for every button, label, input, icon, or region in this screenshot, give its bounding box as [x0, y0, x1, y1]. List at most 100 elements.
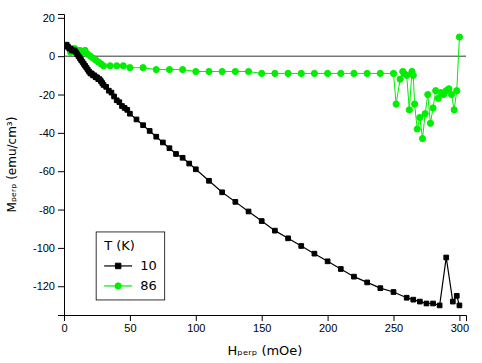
data-point [397, 76, 403, 82]
data-point [418, 299, 423, 304]
x-tick-mark [328, 315, 329, 321]
data-point [456, 34, 462, 40]
chart: 050100150200250300200-20-40-60-80-100-12… [0, 0, 482, 363]
x-axis-title: Hₚₑᵣₚ (mOe) [228, 343, 303, 358]
legend: T (K) 10 86 [96, 232, 165, 300]
data-point [410, 72, 416, 78]
x-tick-label: 150 [253, 322, 271, 334]
series-line [71, 37, 460, 139]
series [64, 42, 462, 307]
data-point [325, 70, 331, 76]
data-point [377, 70, 383, 76]
legend-title: T (K) [103, 238, 135, 253]
y-tick: -80 [39, 204, 64, 216]
data-point [272, 70, 278, 76]
plot-area: 050100150200250300200-20-40-60-80-100-12… [33, 12, 469, 334]
data-point [167, 146, 172, 151]
data-point [259, 70, 265, 76]
data-point [141, 123, 146, 128]
x-tick: 300 [451, 315, 469, 334]
data-point [193, 68, 199, 74]
data-point [245, 68, 251, 74]
series [68, 34, 463, 142]
data-point [454, 293, 459, 298]
y-tick-mark [58, 171, 64, 172]
data-point [425, 91, 431, 97]
data-point [454, 88, 460, 94]
data-point [174, 152, 179, 157]
data-point [219, 68, 225, 74]
data-point [193, 167, 198, 172]
data-point [364, 70, 370, 76]
x-tick: 0 [61, 315, 67, 334]
data-point [378, 286, 383, 291]
legend-marker [115, 263, 120, 268]
data-point [220, 190, 225, 195]
data-point [161, 140, 166, 145]
data-point [246, 209, 251, 214]
data-point [127, 65, 133, 71]
data-point [233, 200, 238, 205]
data-point [427, 120, 433, 126]
data-point [206, 68, 212, 74]
y-tick-label: 20 [43, 12, 55, 24]
data-point [154, 134, 159, 139]
y-tick-label: 0 [49, 50, 55, 62]
legend-label: 86 [140, 278, 157, 293]
y-axis-title: Mₚₑᵣₚ (emu/cm³) [5, 117, 19, 213]
y-tick-label: -120 [33, 280, 55, 292]
data-layer [64, 34, 466, 308]
y-tick: -40 [39, 127, 64, 139]
data-point [180, 67, 186, 73]
x-axis-line [65, 316, 467, 322]
y-tick-label: -80 [39, 204, 55, 216]
data-point [166, 67, 172, 73]
data-point [414, 126, 420, 132]
y-tick: 20 [43, 12, 64, 24]
x-tick: 50 [124, 315, 136, 334]
x-tick: 150 [253, 315, 271, 334]
x-tick-label: 300 [451, 322, 469, 334]
data-point [286, 236, 291, 241]
x-tick-mark [262, 315, 263, 321]
data-point [285, 70, 291, 76]
legend-label: 10 [140, 258, 157, 273]
data-point [100, 63, 106, 69]
data-point [406, 107, 412, 113]
x-tick-mark [130, 315, 131, 321]
data-point [311, 70, 317, 76]
y-tick-mark [58, 248, 64, 249]
data-point [390, 70, 396, 76]
y-tick: 0 [49, 50, 64, 62]
data-point [424, 301, 429, 306]
data-point [128, 111, 133, 116]
data-point [153, 67, 159, 73]
data-point [393, 101, 399, 107]
data-point [232, 68, 238, 74]
x-tick: 100 [187, 315, 205, 334]
y-tick-mark [58, 56, 64, 57]
y-tick-label: -40 [39, 127, 55, 139]
legend-marker [115, 283, 121, 289]
legend-box [96, 232, 165, 300]
data-point [422, 111, 428, 117]
data-point [325, 259, 330, 264]
data-point [419, 136, 425, 142]
y-tick-label: -20 [39, 89, 55, 101]
data-point [180, 155, 185, 160]
x-tick-mark [459, 315, 460, 321]
y-tick-mark [58, 95, 64, 96]
data-point [404, 295, 409, 300]
data-point [437, 303, 442, 308]
y-tick: -100 [33, 242, 64, 254]
data-point [365, 280, 370, 285]
data-point [120, 63, 126, 69]
data-point [299, 244, 304, 249]
data-point [412, 101, 418, 107]
x-tick: 250 [385, 315, 403, 334]
data-point [451, 107, 457, 113]
x-axis: 050100150200250300 [61, 315, 469, 334]
data-point [457, 303, 462, 308]
reference-line [64, 56, 466, 57]
data-point [114, 63, 120, 69]
